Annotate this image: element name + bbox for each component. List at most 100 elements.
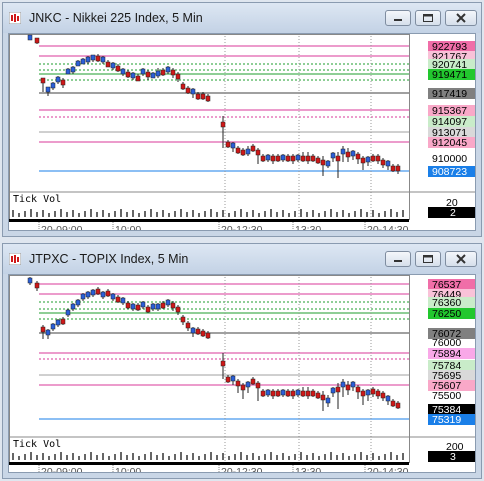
candle-body bbox=[145, 71, 151, 78]
price-label: 912045 bbox=[432, 137, 467, 149]
volume-current-label: 2 bbox=[450, 207, 456, 219]
price-label: 920741 bbox=[432, 59, 467, 71]
price-label: 76360 bbox=[432, 297, 461, 309]
price-label: 75500 bbox=[432, 390, 461, 402]
candle-body bbox=[370, 155, 376, 162]
candle-body bbox=[265, 154, 271, 161]
price-label-bg bbox=[428, 414, 475, 425]
candle-body bbox=[180, 316, 186, 323]
candle-body bbox=[200, 330, 206, 337]
candle-body bbox=[255, 382, 261, 389]
candle-body bbox=[190, 88, 196, 95]
candle-body bbox=[120, 297, 126, 304]
price-label: 76072 bbox=[432, 328, 461, 340]
candle-body bbox=[140, 301, 146, 308]
candle-body bbox=[90, 54, 96, 61]
candle-body bbox=[320, 159, 326, 166]
candle-body bbox=[305, 155, 311, 162]
price-label-bg bbox=[428, 370, 475, 381]
maximize-icon bbox=[423, 255, 433, 263]
candle-body bbox=[75, 60, 81, 67]
price-label-bg bbox=[428, 41, 475, 52]
candle-body bbox=[325, 160, 331, 167]
candle-body bbox=[70, 303, 76, 310]
candle-body bbox=[175, 306, 181, 313]
price-label: 75607 bbox=[432, 380, 461, 392]
price-label-bg bbox=[428, 51, 475, 62]
candle-body bbox=[34, 37, 40, 44]
candle-body bbox=[115, 296, 121, 303]
candle-body bbox=[170, 69, 176, 76]
candle-body bbox=[365, 389, 371, 396]
price-label-bg bbox=[428, 69, 475, 80]
candle-body bbox=[315, 392, 321, 399]
price-label: 910000 bbox=[432, 153, 467, 165]
candle-body bbox=[60, 318, 66, 325]
candle-body bbox=[195, 328, 201, 335]
price-label: 922793 bbox=[432, 41, 467, 53]
candle-body bbox=[245, 148, 251, 155]
candle-body bbox=[390, 165, 396, 172]
candle-body bbox=[385, 160, 391, 167]
candle-body bbox=[55, 319, 61, 326]
candle-body bbox=[390, 400, 396, 407]
close-icon bbox=[456, 254, 466, 264]
close-button[interactable] bbox=[445, 10, 477, 26]
candle-body bbox=[27, 34, 33, 41]
chart-area[interactable]: 922793 921767 920741 919471 917419 915367 9140… bbox=[8, 33, 476, 231]
candle-body bbox=[160, 69, 166, 76]
candle-body bbox=[155, 303, 161, 310]
candle-body bbox=[55, 76, 61, 83]
close-button[interactable] bbox=[445, 251, 477, 267]
price-label-bg bbox=[428, 404, 475, 415]
candle-body bbox=[130, 72, 136, 79]
candle-body bbox=[345, 151, 351, 158]
maximize-button[interactable] bbox=[415, 10, 441, 26]
candle-body bbox=[375, 155, 381, 162]
candle-body bbox=[130, 303, 136, 310]
candle-body bbox=[195, 93, 201, 100]
price-label: 913071 bbox=[432, 127, 467, 139]
candle-body bbox=[250, 145, 256, 152]
candle-body bbox=[34, 282, 40, 289]
candle-body bbox=[270, 390, 276, 397]
candle-body bbox=[110, 293, 116, 300]
price-label: 919471 bbox=[432, 69, 467, 81]
candle-body bbox=[27, 277, 33, 284]
price-label-bg bbox=[428, 297, 475, 308]
price-label: 75319 bbox=[432, 414, 461, 426]
candle-body bbox=[40, 326, 46, 333]
title-bar[interactable]: JNKC - Nikkei 225 Index, 5 Min bbox=[3, 3, 481, 33]
price-chart[interactable]: 9227939217679207419194719174199153679140… bbox=[9, 34, 476, 231]
candle-body bbox=[50, 323, 56, 330]
price-label: 76537 bbox=[432, 279, 461, 291]
time-label: 13:30 bbox=[295, 466, 321, 473]
chart-area[interactable]: 76537 76449 76360 76250 76072 76000 75894 75784… bbox=[8, 274, 476, 473]
candle-body bbox=[135, 304, 141, 311]
price-chart[interactable]: 7653776449763607625076072760007589475784… bbox=[9, 275, 476, 473]
close-icon bbox=[456, 13, 466, 23]
maximize-button[interactable] bbox=[415, 251, 441, 267]
candle-body bbox=[315, 157, 321, 164]
candle-body bbox=[225, 141, 231, 148]
minimize-button[interactable] bbox=[385, 10, 411, 26]
candle-body bbox=[360, 157, 366, 164]
candle-body bbox=[270, 155, 276, 162]
candle-body bbox=[50, 82, 56, 89]
time-label: 10:00 bbox=[115, 224, 141, 231]
candle-body bbox=[110, 62, 116, 69]
title-bar[interactable]: JTPXC - TOPIX Index, 5 Min bbox=[3, 244, 481, 274]
minimize-button[interactable] bbox=[385, 251, 411, 267]
candle-body bbox=[275, 390, 281, 397]
price-label-bg bbox=[428, 116, 475, 127]
candle-body bbox=[100, 56, 106, 63]
candle-body bbox=[205, 95, 211, 102]
price-label: 75384 bbox=[432, 404, 461, 416]
price-label-bg bbox=[428, 105, 475, 116]
volume-current-bg bbox=[428, 451, 475, 462]
candle-body bbox=[190, 327, 196, 334]
candle-body bbox=[105, 61, 111, 68]
price-label-bg bbox=[428, 348, 475, 359]
candle-body bbox=[355, 386, 361, 393]
candle-body bbox=[220, 121, 226, 128]
